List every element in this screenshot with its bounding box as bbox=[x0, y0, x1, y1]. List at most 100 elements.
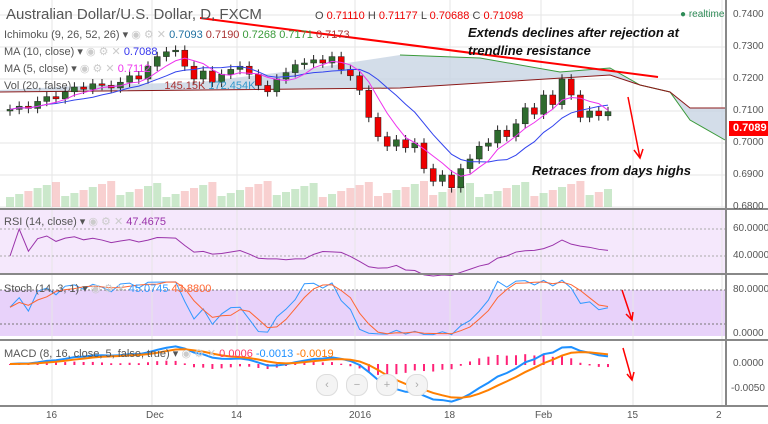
candle bbox=[420, 138, 428, 174]
candle bbox=[475, 141, 483, 164]
volume-bar bbox=[33, 188, 42, 207]
volume-bar bbox=[512, 185, 520, 207]
volume-bar bbox=[364, 182, 373, 207]
macd-histogram-bar bbox=[9, 364, 11, 365]
volume-bar bbox=[466, 183, 474, 207]
macd-tick: -0.0050 bbox=[731, 383, 765, 394]
candle bbox=[190, 61, 198, 84]
volume-bar bbox=[438, 192, 447, 207]
macd-histogram-bar bbox=[588, 364, 591, 366]
candle bbox=[356, 71, 363, 95]
volume-bar bbox=[263, 181, 272, 207]
volume-bar bbox=[282, 192, 290, 207]
candle bbox=[374, 112, 382, 142]
rsi-legend[interactable]: RSI (14, close) ▾ ◉ ⚙ ✕ 47.4675 bbox=[4, 216, 167, 228]
candle bbox=[319, 55, 327, 68]
candle bbox=[163, 47, 170, 62]
macd-histogram-bar bbox=[211, 364, 214, 369]
volume-bar bbox=[199, 185, 208, 207]
volume-bar bbox=[558, 187, 566, 207]
stoch-legend[interactable]: Stoch (14, 3, 1) ▾ ◉ ⚙ ✕ 45.0745 43.8800 bbox=[4, 283, 212, 295]
candle bbox=[80, 82, 87, 95]
volume-bar bbox=[328, 194, 336, 207]
candle bbox=[144, 61, 152, 84]
macd-histogram-bar bbox=[340, 363, 343, 365]
macd-histogram-bar bbox=[395, 364, 398, 375]
volume-bar bbox=[254, 184, 263, 207]
macd-histogram-bar bbox=[349, 364, 352, 367]
date-tick: 16 bbox=[46, 410, 58, 421]
volume-bar bbox=[502, 188, 511, 207]
macd-legend[interactable]: MACD (8, 16, close, 5, false, true) ▾ ◉ … bbox=[4, 348, 334, 360]
date-tick: 15 bbox=[627, 410, 639, 421]
macd-histogram-bar bbox=[358, 364, 361, 369]
macd-histogram-bar bbox=[220, 364, 223, 369]
price-tick: 0.7300 bbox=[733, 41, 764, 52]
price-tick: 0.6800 bbox=[733, 201, 764, 212]
ma5-legend[interactable]: MA (5, close) ▾ ◉ ⚙ ✕ 0.7112 bbox=[4, 63, 151, 75]
macd-histogram-bar bbox=[64, 362, 67, 365]
candle bbox=[494, 125, 501, 148]
macd-histogram-bar bbox=[91, 361, 94, 365]
macd-histogram-bar bbox=[459, 364, 462, 366]
volume-bar bbox=[98, 184, 106, 207]
candle bbox=[567, 74, 575, 100]
volume-bar bbox=[107, 181, 116, 207]
candle bbox=[34, 96, 41, 114]
macd-histogram-bar bbox=[441, 364, 444, 370]
candle bbox=[531, 103, 538, 119]
stoch-tick: 0.0000 bbox=[733, 328, 764, 339]
arrow-icons bbox=[621, 96, 644, 382]
volume-bar bbox=[567, 184, 576, 207]
ichimoku-legend[interactable]: Ichimoku (9, 26, 52, 26) ▾ ◉ ⚙ ✕ 0.7093 … bbox=[4, 29, 350, 41]
macd-histogram-bar bbox=[45, 362, 48, 365]
candle bbox=[89, 79, 97, 95]
scroll-left-button[interactable]: ‹ bbox=[316, 374, 338, 396]
annotation-extends-declines: Extends declines after rejection at bbox=[468, 25, 679, 40]
symbol-title[interactable]: Australian Dollar/U.S. Dollar, D, FXCM bbox=[6, 6, 262, 23]
volume-bar bbox=[70, 193, 79, 207]
macd-histogram-bar bbox=[524, 354, 527, 365]
volume-bar bbox=[401, 187, 410, 207]
volume-bar bbox=[125, 192, 134, 207]
volume-bar bbox=[226, 193, 235, 207]
ma10-legend[interactable]: MA (10, close) ▾ ◉ ⚙ ✕ 0.7088 bbox=[4, 46, 158, 58]
volume-bar bbox=[309, 183, 318, 207]
volume-bar bbox=[153, 183, 162, 207]
volume-bar bbox=[484, 194, 493, 207]
current-price-tag: 0.7089 bbox=[729, 121, 768, 136]
date-tick: 18 bbox=[444, 410, 456, 421]
macd-histogram-bar bbox=[607, 364, 609, 368]
candle bbox=[540, 90, 547, 119]
annotation-trendline: trendline resistance bbox=[468, 43, 591, 58]
macd-histogram-bar bbox=[551, 356, 554, 365]
volume-legend[interactable]: Vol (20, false) 145.15K 172.454K bbox=[4, 80, 256, 92]
scroll-right-button[interactable]: › bbox=[406, 374, 428, 396]
volume-bar bbox=[447, 189, 456, 207]
macd-histogram-bar bbox=[367, 364, 370, 373]
volume-bar bbox=[190, 188, 198, 207]
price-tick: 0.7000 bbox=[733, 137, 764, 148]
candle bbox=[466, 154, 474, 174]
macd-histogram-bar bbox=[294, 363, 297, 365]
volume-bar bbox=[548, 190, 557, 207]
volume-bar bbox=[61, 196, 70, 207]
candle bbox=[199, 66, 207, 84]
macd-histogram-bar bbox=[542, 354, 545, 365]
stoch-tick: 80.0000 bbox=[733, 284, 768, 295]
volume-bar bbox=[355, 185, 364, 207]
macd-histogram-bar bbox=[202, 364, 205, 368]
macd-histogram-bar bbox=[119, 363, 122, 365]
volume-bar bbox=[429, 195, 438, 207]
zoom-in-button[interactable]: + bbox=[376, 374, 398, 396]
volume-bar bbox=[180, 191, 189, 207]
candle bbox=[310, 55, 317, 68]
volume-bar bbox=[539, 193, 548, 207]
zoom-out-button[interactable]: − bbox=[346, 374, 368, 396]
volume-bar bbox=[346, 188, 355, 207]
candle bbox=[503, 125, 511, 142]
macd-histogram-bar bbox=[496, 354, 499, 365]
price-tick: 0.7200 bbox=[733, 73, 764, 84]
